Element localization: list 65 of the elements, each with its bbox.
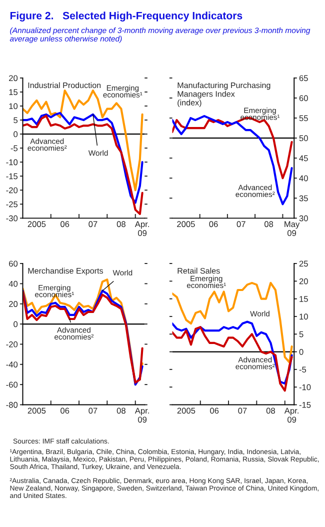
y-tick-label: -5: [299, 366, 306, 373]
y-tick-label: 50: [299, 135, 308, 142]
y-tick-label: -30: [6, 215, 18, 222]
x-tick-label: 08: [116, 221, 126, 228]
y-tick-label: 15: [300, 296, 308, 302]
x-tick-label: Apr. 09: [134, 221, 149, 236]
x-tick-label: 07: [88, 221, 98, 228]
y-tick-label: 40: [299, 175, 308, 182]
y-tick-label: 10: [300, 314, 308, 320]
x-tick-label: 08: [266, 408, 275, 414]
y-tick-label: -10: [6, 159, 18, 166]
y-tick-label: 60: [299, 95, 308, 102]
y-tick-label: 40: [8, 280, 18, 287]
chart-title: Industrial Production: [28, 82, 101, 88]
y-tick-label: 45: [299, 155, 308, 162]
y-tick-label: 20: [299, 278, 308, 284]
x-tick-label: 08: [264, 221, 274, 228]
y-tick-label: 20: [9, 301, 18, 307]
y-tick-label: 0: [14, 321, 18, 328]
x-tick-label: Apr. 09: [134, 408, 149, 423]
y-tick-label: 15: [9, 89, 18, 96]
chart-title: Retail Sales: [178, 268, 220, 274]
x-tick-label: 08: [116, 408, 126, 414]
x-tick-label: 06: [60, 408, 70, 414]
y-tick-label: 30: [299, 215, 308, 222]
x-tick-label: 2005: [28, 408, 46, 414]
x-tick-label: Apr. 09: [284, 408, 298, 423]
line-series: [172, 282, 293, 364]
y-tick-label: -10: [299, 384, 311, 390]
y-tick-label: 20: [9, 75, 18, 82]
y-tick-label: -15: [6, 173, 18, 180]
y-tick-label: -80: [6, 402, 18, 408]
y-tick-label: -20: [6, 341, 18, 348]
line-series: [172, 115, 293, 206]
x-tick-label: 06: [60, 221, 70, 228]
x-tick-label: May 09: [284, 221, 300, 236]
x-tick-label: 06: [209, 221, 218, 228]
x-tick-label: 07: [236, 221, 246, 228]
x-tick-label: 07: [238, 408, 247, 414]
x-tick-label: 2005: [177, 408, 196, 414]
y-tick-label: 25: [299, 260, 308, 267]
text: Manufacturing Purchasing Managers Index (index): [178, 82, 270, 108]
y-tick-label: 0: [299, 348, 304, 355]
y-tick-label: -25: [6, 201, 18, 208]
text: Figure 2. Selected High-Frequency Indicators: [10, 12, 242, 22]
x-tick-label: 2005: [177, 221, 195, 228]
line-series: [172, 320, 293, 385]
y-tick-label: 65: [299, 75, 308, 82]
y-tick-label: -15: [299, 402, 311, 408]
y-tick-label: 60: [9, 260, 18, 267]
y-tick-label: 5: [14, 117, 18, 124]
y-tick-label: 0: [14, 131, 18, 138]
x-tick-label: 06: [210, 408, 219, 414]
y-tick-label: 55: [299, 115, 308, 122]
chart-title: Merchandise Exports: [28, 268, 103, 276]
x-tick-label: 07: [88, 408, 98, 414]
y-tick-label: 5: [299, 331, 304, 338]
y-tick-label: -5: [10, 145, 18, 152]
y-tick-label: -60: [6, 382, 18, 388]
y-tick-label: -20: [6, 187, 18, 194]
y-tick-label: 35: [299, 195, 308, 202]
y-tick-label: 10: [9, 103, 18, 110]
y-tick-label: -40: [6, 362, 18, 368]
x-tick-label: 2005: [28, 221, 46, 228]
line-series: [172, 326, 293, 392]
